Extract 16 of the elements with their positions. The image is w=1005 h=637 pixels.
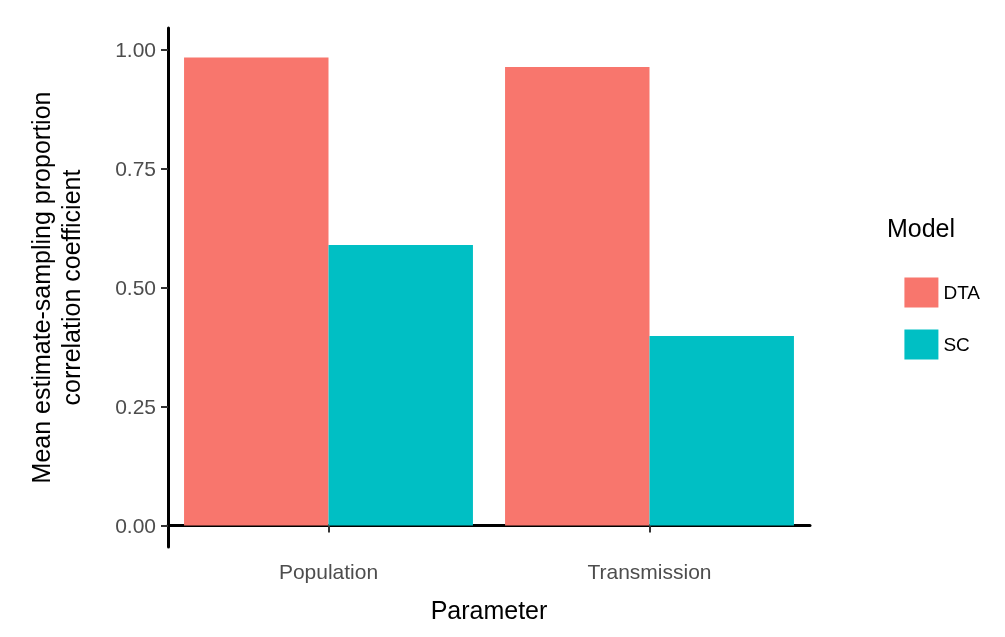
legend-label: DTA — [943, 282, 981, 303]
y-axis-title: Mean estimate-sampling proportion correlation coefficient — [27, 91, 85, 484]
x-tick-label: Transmission — [587, 560, 712, 583]
bar — [505, 67, 650, 526]
legend-title: Model — [886, 213, 955, 242]
bar — [328, 245, 473, 526]
y-tick-label: 1.00 — [115, 37, 156, 61]
legend-label: SC — [943, 334, 970, 355]
bar — [184, 57, 329, 526]
y-tick-label: 0.25 — [115, 395, 156, 419]
y-tick-label: 0.75 — [115, 156, 156, 180]
y-tick-label: 0.50 — [115, 276, 156, 299]
y-tick-label: 0.00 — [115, 514, 156, 538]
bar — [649, 336, 794, 526]
x-axis-title: Parameter — [430, 595, 548, 624]
x-tick-label: Population — [278, 560, 379, 583]
